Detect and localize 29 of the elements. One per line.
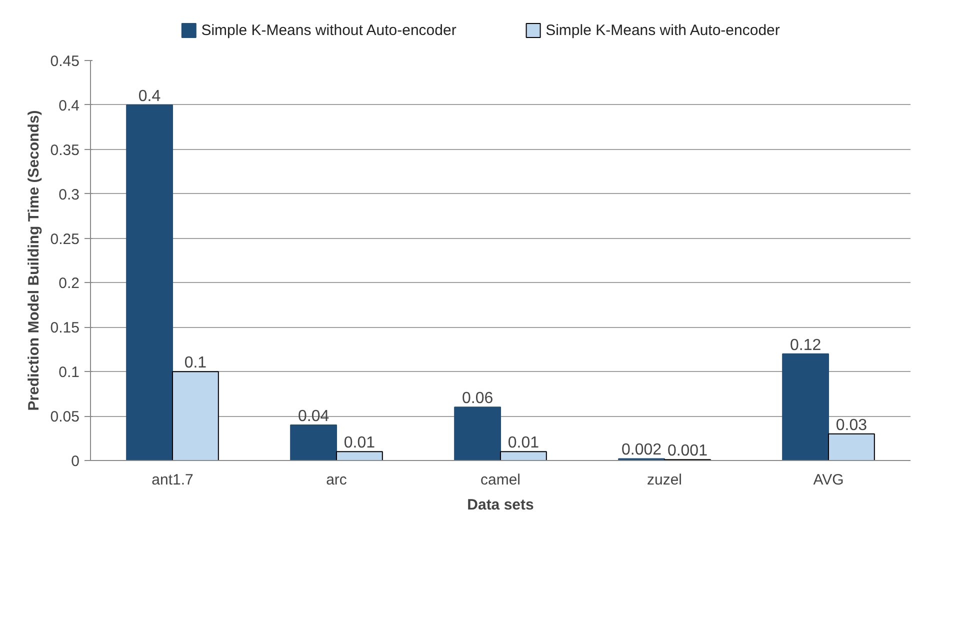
y-tick-label: 0.15 [50,320,80,337]
y-tick-label: 0.2 [58,275,80,292]
data-label: 0.12 [790,336,822,354]
data-label: 0.4 [138,88,161,105]
legend-label: Simple K-Means without Auto-encoder [201,22,456,39]
data-label: 0.03 [836,416,868,434]
data-label: 0.002 [622,442,662,459]
y-tick-label: 0.4 [58,97,80,114]
legend-label: Simple K-Means with Auto-encoder [546,22,780,39]
y-tick-label: 0.05 [50,408,80,426]
x-tick-label: ant1.7 [152,472,194,488]
y-tick-label: 0.35 [50,142,80,159]
data-label: 0.1 [184,354,207,372]
data-label: 0.01 [508,434,540,452]
x-tick-label: zuzel [646,472,682,488]
data-label: 0.04 [298,408,330,425]
data-label: 0.001 [667,442,708,460]
x-tick-label: AVG [813,472,844,488]
y-tick-label: 0 [71,453,80,470]
y-tick-label: 0.3 [58,186,80,204]
y-tick-label: 0.1 [58,364,80,382]
x-tick-label: camel [480,472,521,488]
y-tick-label: 0.45 [50,53,80,70]
y-tick-label: 0.25 [50,230,80,248]
y-axis-title: Prediction Model Building Time (Seconds) [25,110,42,411]
data-label: 0.01 [344,434,376,452]
x-axis-title: Data sets [467,496,534,514]
x-tick-label: arc [326,472,348,488]
data-label: 0.06 [462,390,494,408]
